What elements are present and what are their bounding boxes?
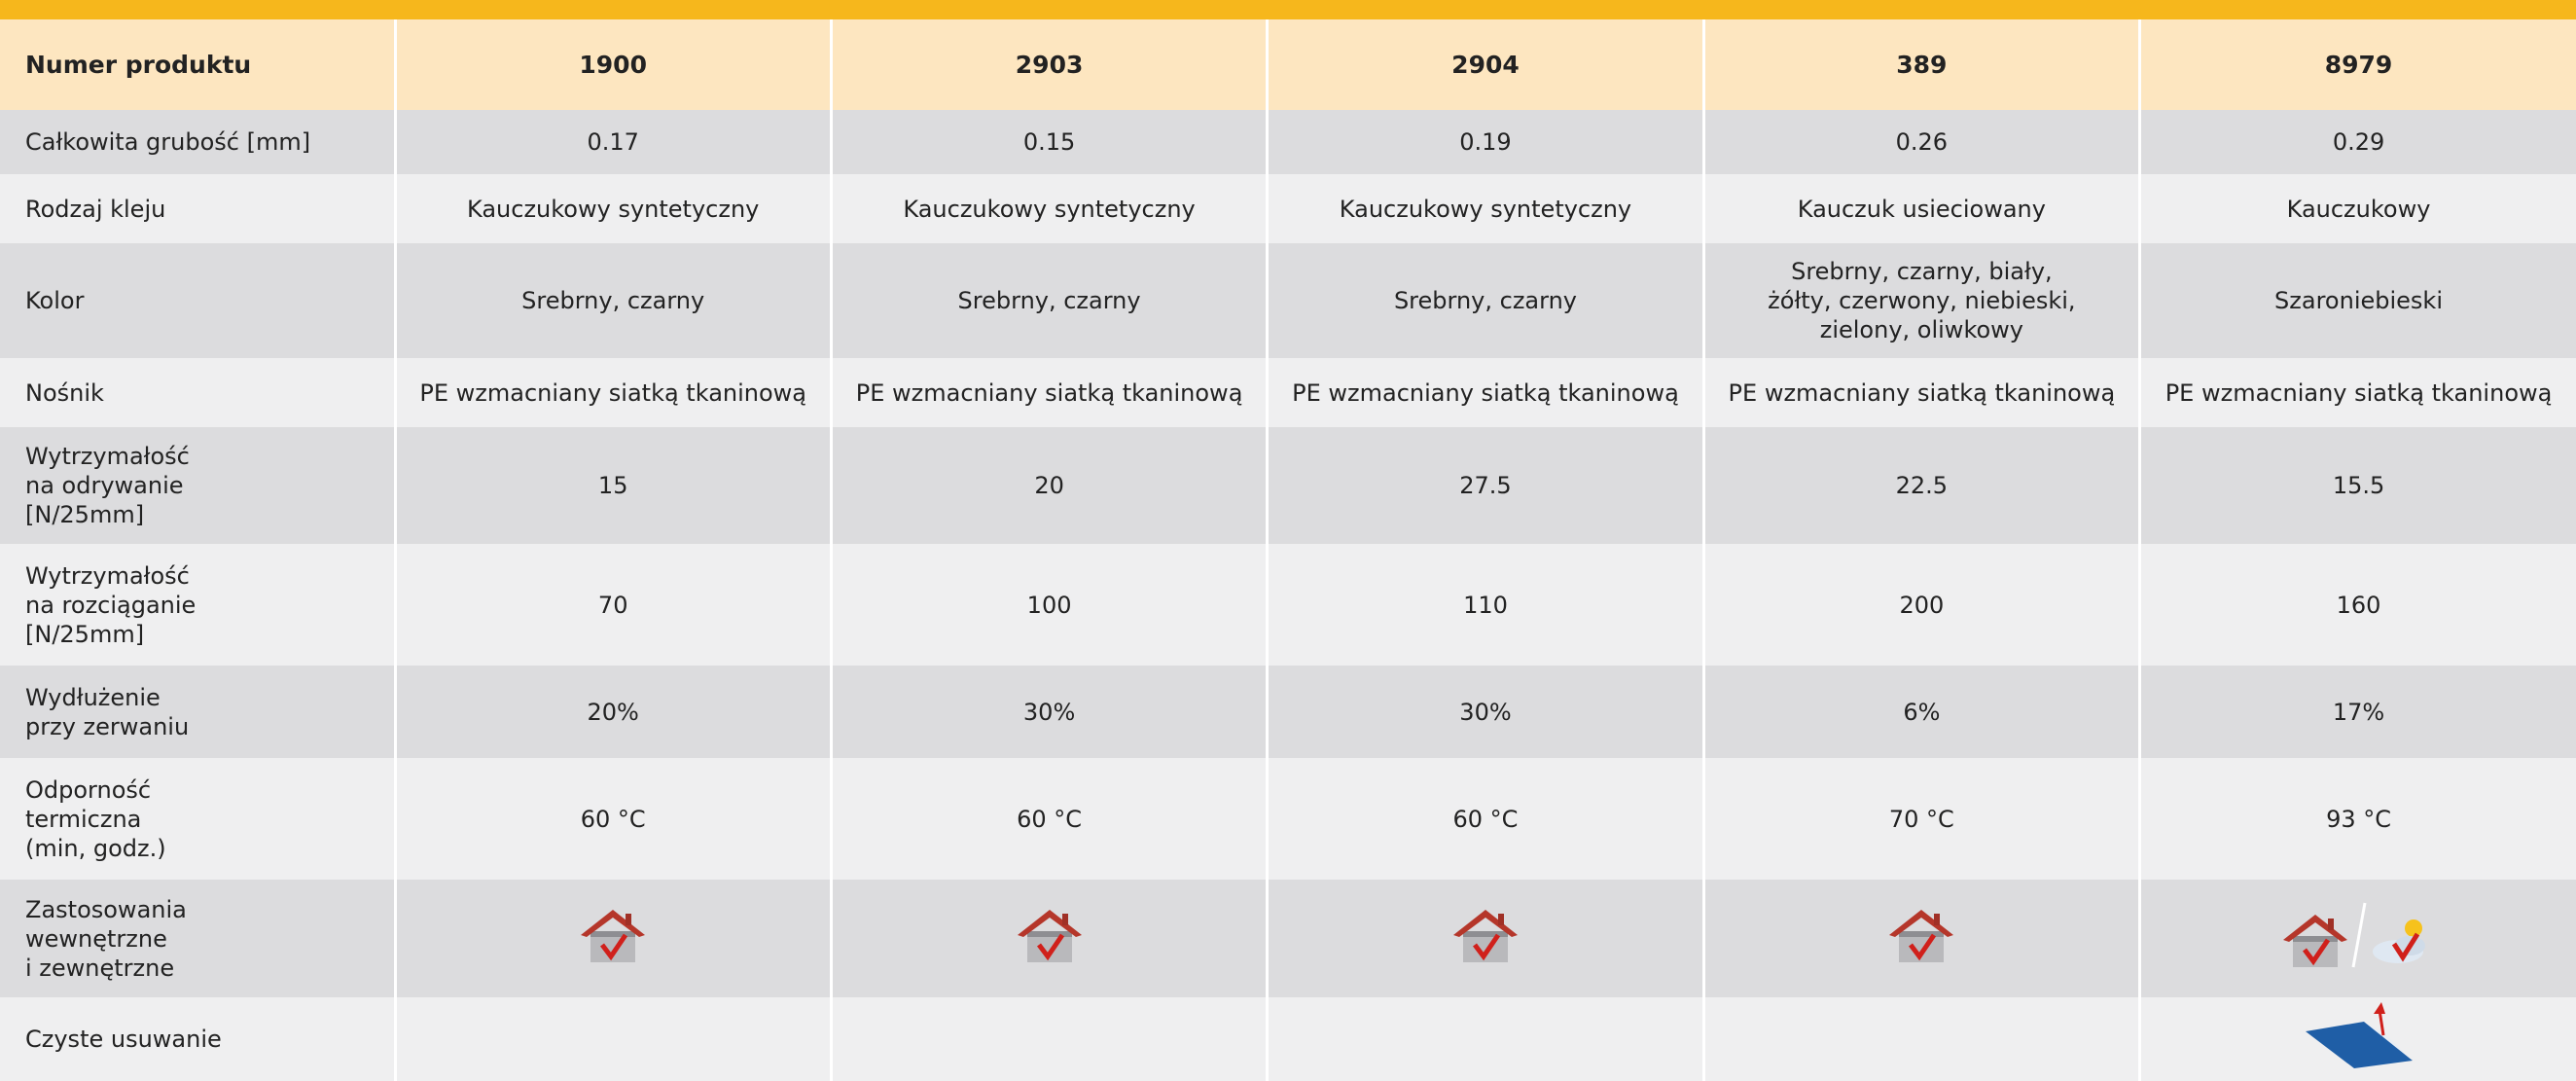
cell: 30%	[831, 666, 1267, 758]
cell: 0.19	[1268, 110, 1703, 174]
clean-removal-icon	[2296, 1002, 2422, 1070]
header-cell: 1900	[395, 19, 831, 110]
cell: Kauczukowy syntetyczny	[395, 174, 831, 243]
cell: 200	[1703, 544, 2139, 666]
cell: 110	[1268, 544, 1703, 666]
header-cell: 389	[1703, 19, 2139, 110]
cell: PE wzmacniany siatką tkaninową	[1268, 358, 1703, 427]
cell: Szaroniebieski	[2140, 243, 2576, 358]
row-label: Wytrzymałość na odrywanie [N/25mm]	[0, 427, 395, 544]
cell: 60 °C	[395, 758, 831, 880]
cell: 160	[2140, 544, 2576, 666]
icon-cell	[1268, 880, 1703, 997]
cell: PE wzmacniany siatką tkaninową	[1703, 358, 2139, 427]
cell: 20	[831, 427, 1267, 544]
cell: 20%	[395, 666, 831, 758]
cell: 6%	[1703, 666, 2139, 758]
cell: 93 °C	[2140, 758, 2576, 880]
cell: 27.5	[1268, 427, 1703, 544]
header-cell: 2904	[1268, 19, 1703, 110]
header-cell: Numer produktu	[0, 19, 395, 110]
cell: Kauczukowy syntetyczny	[1268, 174, 1703, 243]
header-cell: 8979	[2140, 19, 2576, 110]
page: Numer produktu1900290329043898979Całkowi…	[0, 0, 2576, 1081]
icon-cell	[831, 997, 1267, 1081]
cell: 15	[395, 427, 831, 544]
row-label: Wytrzymałość na rozciąganie [N/25mm]	[0, 544, 395, 666]
row-label: Odporność termiczna (min, godz.)	[0, 758, 395, 880]
cell: Srebrny, czarny, biały, żółty, czerwony,…	[1703, 243, 2139, 358]
cell: 0.15	[831, 110, 1267, 174]
row-label: Kolor	[0, 243, 395, 358]
cell: Kauczuk usieciowany	[1703, 174, 2139, 243]
row-label: Wydłużenie przy zerwaniu	[0, 666, 395, 758]
house-icon	[1887, 906, 1955, 964]
cell: Srebrny, czarny	[1268, 243, 1703, 358]
header-cell: 2903	[831, 19, 1267, 110]
icon-cell	[395, 997, 831, 1081]
divider	[2349, 901, 2369, 969]
top-bar	[0, 0, 2576, 19]
cell: 30%	[1268, 666, 1703, 758]
icon-cell	[1703, 997, 2139, 1081]
cell: 70 °C	[1703, 758, 2139, 880]
cell: 22.5	[1703, 427, 2139, 544]
cell: Kauczukowy	[2140, 174, 2576, 243]
row-label: Rodzaj kleju	[0, 174, 395, 243]
icon-row: Zastosowania wewnętrzne i zewnętrzne	[0, 880, 2576, 997]
cell: 15.5	[2140, 427, 2576, 544]
cell: Srebrny, czarny	[831, 243, 1267, 358]
icon-cell	[2140, 997, 2576, 1081]
row-label: Zastosowania wewnętrzne i zewnętrzne	[0, 880, 395, 997]
icon-cell	[395, 880, 831, 997]
cell: PE wzmacniany siatką tkaninową	[2140, 358, 2576, 427]
icon-cell	[1703, 880, 2139, 997]
cell: 100	[831, 544, 1267, 666]
cell: PE wzmacniany siatką tkaninową	[395, 358, 831, 427]
row-label: Czyste usuwanie	[0, 997, 395, 1081]
house-icon	[1451, 906, 1520, 964]
cell: PE wzmacniany siatką tkaninową	[831, 358, 1267, 427]
cell: 0.29	[2140, 110, 2576, 174]
cell: 0.26	[1703, 110, 2139, 174]
weather-icon	[2369, 911, 2437, 969]
icon-row: Czyste usuwanie	[0, 997, 2576, 1081]
house-icon	[2281, 911, 2349, 969]
row-label: Całkowita grubość [mm]	[0, 110, 395, 174]
cell: 60 °C	[831, 758, 1267, 880]
icon-cell	[1268, 997, 1703, 1081]
house-icon	[579, 906, 647, 964]
cell: 70	[395, 544, 831, 666]
icon-cell	[831, 880, 1267, 997]
cell: 60 °C	[1268, 758, 1703, 880]
icon-cell	[2140, 880, 2576, 997]
cell: 17%	[2140, 666, 2576, 758]
cell: Kauczukowy syntetyczny	[831, 174, 1267, 243]
house-icon	[1016, 906, 1084, 964]
cell: 0.17	[395, 110, 831, 174]
cell: Srebrny, czarny	[395, 243, 831, 358]
row-label: Nośnik	[0, 358, 395, 427]
